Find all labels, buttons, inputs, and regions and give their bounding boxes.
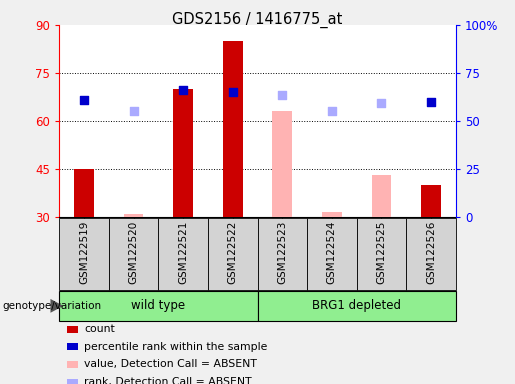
Bar <box>74 169 94 217</box>
Bar <box>356 218 406 290</box>
Bar <box>59 218 109 290</box>
Point <box>377 100 386 106</box>
Text: GSM122519: GSM122519 <box>79 220 89 284</box>
Point <box>80 97 88 103</box>
Bar <box>67 379 78 384</box>
Point <box>179 87 187 93</box>
Text: count: count <box>84 324 115 334</box>
Text: GSM122520: GSM122520 <box>129 220 139 283</box>
Bar <box>258 291 456 321</box>
Text: rank, Detection Call = ABSENT: rank, Detection Call = ABSENT <box>84 377 252 384</box>
Bar <box>67 326 78 333</box>
Text: value, Detection Call = ABSENT: value, Detection Call = ABSENT <box>84 359 258 369</box>
Text: GSM122522: GSM122522 <box>228 220 238 284</box>
Point <box>278 92 286 98</box>
Bar <box>59 291 258 321</box>
Point <box>427 99 435 105</box>
Text: GSM122526: GSM122526 <box>426 220 436 284</box>
Bar <box>208 218 258 290</box>
Point <box>229 89 237 95</box>
Bar <box>67 361 78 368</box>
Text: percentile rank within the sample: percentile rank within the sample <box>84 342 268 352</box>
Polygon shape <box>50 299 63 313</box>
Bar <box>109 218 159 290</box>
Text: wild type: wild type <box>131 300 185 312</box>
Bar <box>173 89 193 217</box>
Bar <box>223 41 243 217</box>
Bar <box>421 185 441 217</box>
Text: GSM122523: GSM122523 <box>277 220 287 284</box>
Point <box>129 108 138 114</box>
Bar <box>124 214 144 217</box>
Text: GSM122525: GSM122525 <box>376 220 386 284</box>
Text: GSM122521: GSM122521 <box>178 220 188 284</box>
Text: genotype/variation: genotype/variation <box>3 301 101 311</box>
Text: GSM122524: GSM122524 <box>327 220 337 284</box>
Text: GDS2156 / 1416775_at: GDS2156 / 1416775_at <box>173 12 342 28</box>
Bar <box>371 175 391 217</box>
Text: BRG1 depleted: BRG1 depleted <box>312 300 401 312</box>
Bar <box>159 218 208 290</box>
Bar <box>307 218 356 290</box>
Bar <box>322 212 342 217</box>
Bar <box>272 111 292 217</box>
Point <box>328 108 336 114</box>
Bar <box>258 218 307 290</box>
Bar <box>406 218 456 290</box>
Bar <box>67 343 78 350</box>
